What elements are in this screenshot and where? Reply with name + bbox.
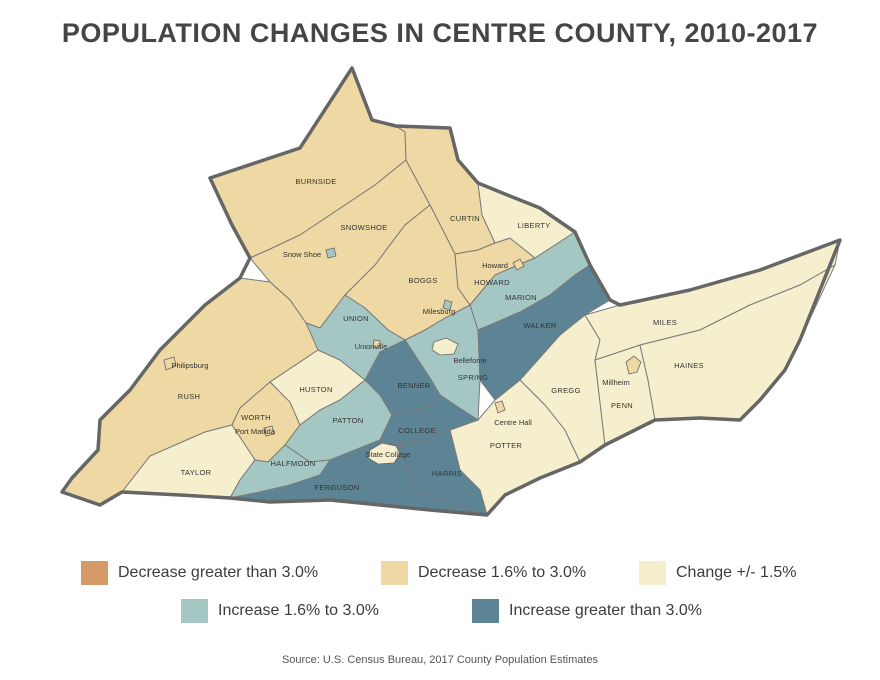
label-walker: WALKER bbox=[523, 321, 556, 330]
label-liberty: LIBERTY bbox=[517, 221, 550, 230]
label-howard: HOWARD bbox=[474, 278, 510, 287]
label-spring: SPRING bbox=[458, 373, 489, 382]
label-snow-shoe: Snow Shoe bbox=[283, 250, 321, 259]
borough-unionville bbox=[372, 339, 381, 349]
legend-label: Increase greater than 3.0% bbox=[509, 602, 703, 619]
borough-milesburg bbox=[442, 299, 453, 311]
county-outline bbox=[60, 66, 842, 517]
legend-swatch bbox=[639, 561, 666, 585]
borough-port-matilda bbox=[263, 425, 275, 437]
label-philipsburg: Philipsburg bbox=[171, 361, 208, 370]
map-title: POPULATION CHANGES IN CENTRE COUNTY, 201… bbox=[61, 18, 819, 48]
legend-item-decrease-gt3: Decrease greater than 3.0% bbox=[81, 560, 318, 586]
borough-bellefonte bbox=[431, 337, 459, 356]
label-miles: MILES bbox=[653, 318, 677, 327]
legend-item-increase-gt3: Increase greater than 3.0% bbox=[472, 598, 702, 624]
label-union: UNION bbox=[343, 314, 369, 323]
borough-snow-shoe bbox=[325, 247, 337, 259]
label-college: COLLEGE bbox=[398, 426, 436, 435]
label-snowshoe: SNOWSHOE bbox=[341, 223, 388, 232]
label-ferguson: FERGUSON bbox=[315, 483, 360, 492]
label-halfmoon: HALFMOON bbox=[271, 459, 316, 468]
legend-item-decrease-16-30: Decrease 1.6% to 3.0% bbox=[381, 560, 586, 586]
label-potter: POTTER bbox=[490, 441, 523, 450]
borough-philipsburg bbox=[163, 356, 177, 371]
legend-swatch bbox=[181, 599, 208, 623]
label-huston: HUSTON bbox=[299, 385, 332, 394]
label-port-matilda: Port Matilda bbox=[235, 427, 276, 436]
legend-item-increase-16-30: Increase 1.6% to 3.0% bbox=[181, 598, 379, 624]
label-penn: PENN bbox=[611, 401, 633, 410]
label-worth: WORTH bbox=[241, 413, 271, 422]
label-gregg: GREGG bbox=[551, 386, 580, 395]
label-burnside: BURNSIDE bbox=[295, 177, 336, 186]
legend-label: Decrease 1.6% to 3.0% bbox=[418, 564, 587, 581]
label-patton: PATTON bbox=[333, 416, 364, 425]
label-boggs: BOGGS bbox=[408, 276, 437, 285]
borough-centre-hall bbox=[494, 400, 506, 414]
label-bellefonte: Bellefonte bbox=[453, 356, 486, 365]
label-unionville: Unionville bbox=[355, 342, 388, 351]
legend-label: Increase 1.6% to 3.0% bbox=[218, 602, 379, 619]
label-centre-hall: Centre Hall bbox=[494, 418, 532, 427]
borough-howard bbox=[512, 258, 525, 271]
label-state-college: State College bbox=[365, 450, 410, 459]
legend-swatch bbox=[81, 561, 108, 585]
legend-item-change-15: Change +/- 1.5% bbox=[639, 560, 797, 586]
legend-swatch bbox=[472, 599, 499, 623]
label-millheim: Millheim bbox=[602, 378, 630, 387]
label-marion: MARION bbox=[505, 293, 537, 302]
label-benner: BENNER bbox=[397, 381, 430, 390]
label-howard-borough: Howard bbox=[482, 261, 508, 270]
source-note: Source: U.S. Census Bureau, 2017 County … bbox=[281, 654, 599, 666]
label-curtin: CURTIN bbox=[450, 214, 480, 223]
legend-label: Change +/- 1.5% bbox=[676, 564, 797, 581]
label-milesburg: Milesburg bbox=[423, 307, 456, 316]
borough-state-college bbox=[367, 442, 401, 465]
label-harris: HARRIS bbox=[432, 469, 462, 478]
borough-millheim bbox=[625, 355, 642, 375]
legend-swatch bbox=[381, 561, 408, 585]
label-rush: RUSH bbox=[178, 392, 200, 401]
label-taylor: TAYLOR bbox=[181, 468, 212, 477]
legend-label: Decrease greater than 3.0% bbox=[118, 564, 319, 581]
label-haines: HAINES bbox=[674, 361, 704, 370]
